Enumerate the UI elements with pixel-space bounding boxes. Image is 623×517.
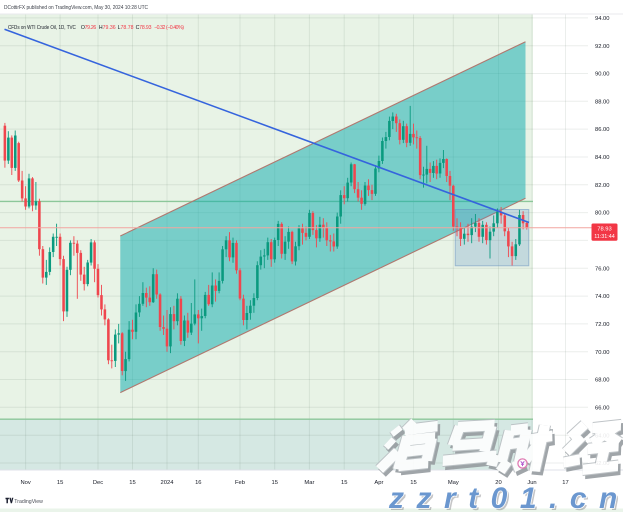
- svg-text:Mar: Mar: [304, 480, 314, 486]
- svg-text:82.00: 82.00: [595, 183, 610, 189]
- svg-text:2024: 2024: [161, 480, 175, 486]
- svg-text:O79.26: O79.26: [81, 25, 97, 31]
- svg-text:Jun: Jun: [527, 480, 536, 486]
- svg-text:68.00: 68.00: [595, 378, 610, 384]
- svg-text:15: 15: [410, 480, 416, 486]
- svg-text:66.00: 66.00: [595, 405, 610, 411]
- svg-text:CFDs on WTI Crude Oil, 1D, TVC: CFDs on WTI Crude Oil, 1D, TVC: [8, 25, 76, 31]
- svg-text:Dec: Dec: [93, 480, 103, 486]
- svg-text:72.00: 72.00: [595, 322, 610, 328]
- svg-text:Feb: Feb: [235, 480, 245, 486]
- svg-text:−0.32 (−0.40%): −0.32 (−0.40%): [154, 25, 184, 31]
- svg-text:11:31:44: 11:31:44: [594, 234, 615, 240]
- svg-text:15: 15: [341, 480, 347, 486]
- svg-text:86.00: 86.00: [595, 127, 610, 133]
- svg-text:80.00: 80.00: [595, 211, 610, 217]
- svg-text:94.00: 94.00: [595, 16, 610, 22]
- svg-text:C78.93: C78.93: [136, 25, 152, 31]
- svg-text:15: 15: [129, 480, 135, 486]
- svg-text:76.00: 76.00: [595, 266, 610, 272]
- svg-text:DCottirFX published on Trading: DCottirFX published on TradingView.com, …: [4, 5, 148, 11]
- svg-text:88.00: 88.00: [595, 99, 610, 105]
- svg-text:90.00: 90.00: [595, 72, 610, 78]
- svg-text:20: 20: [495, 480, 501, 486]
- svg-text:84.00: 84.00: [595, 155, 610, 161]
- svg-text:May: May: [448, 480, 459, 486]
- svg-text:Nov: Nov: [20, 480, 30, 486]
- svg-text:15: 15: [57, 480, 63, 486]
- svg-text:L78.78: L78.78: [118, 25, 134, 31]
- svg-text:70.00: 70.00: [595, 350, 610, 356]
- svg-text:78.93: 78.93: [597, 227, 612, 233]
- svg-text:Apr: Apr: [374, 480, 383, 486]
- svg-text:17: 17: [562, 480, 568, 486]
- svg-text:92.00: 92.00: [595, 44, 610, 50]
- svg-text:16: 16: [195, 480, 201, 486]
- svg-text:zzrt01.cn: zzrt01.cn: [388, 482, 623, 512]
- svg-text:TradingView: TradingView: [14, 499, 43, 505]
- svg-text:H79.36: H79.36: [99, 25, 116, 31]
- svg-text:74.00: 74.00: [595, 294, 610, 300]
- svg-text:15: 15: [271, 480, 277, 486]
